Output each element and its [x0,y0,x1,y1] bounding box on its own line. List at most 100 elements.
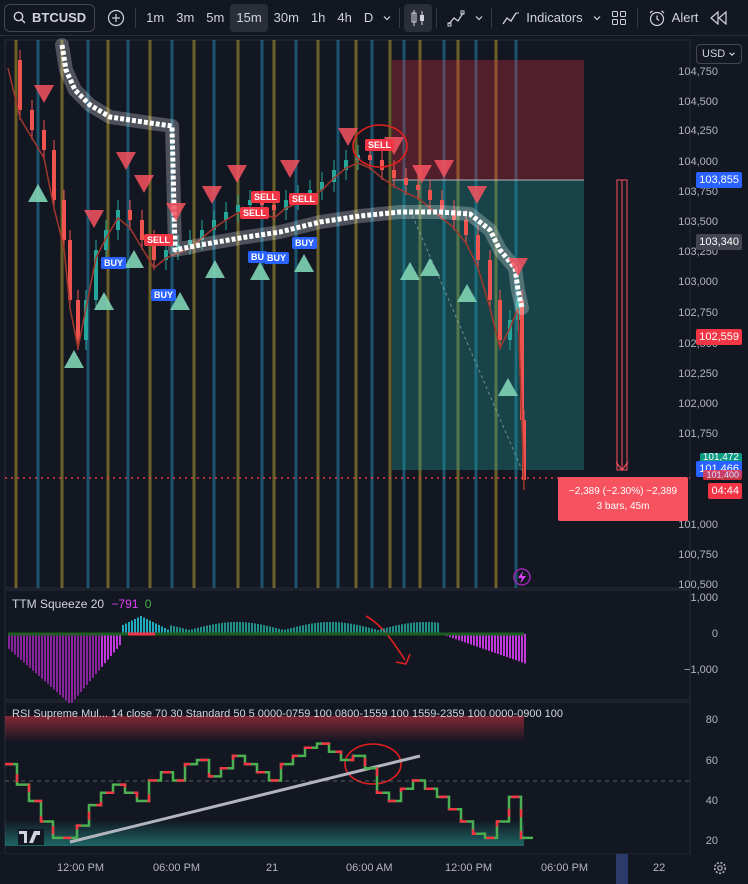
squeeze-bar [347,623,349,634]
squeeze-bar [50,634,52,687]
squeeze-bar [236,622,238,634]
candle-body [200,230,204,240]
squeeze-bar [434,622,436,634]
squeeze-bar [296,626,298,634]
squeeze-bar [329,622,331,634]
timeframe-4h[interactable]: 4h [337,10,352,25]
squeeze-bar [431,622,433,634]
squeeze-bar [257,623,259,634]
squeeze-bar [419,622,421,634]
squeeze-bar [194,628,196,634]
chevron-down-icon [729,52,735,56]
squeeze-bar [125,623,127,634]
rsi-title[interactable]: RSI Supreme Mul... 14 close 70 30 Standa… [12,708,564,720]
squeeze-bar [251,623,253,634]
squeeze-bar [176,626,178,634]
buy-triangle [400,262,420,280]
timeframe-15m[interactable]: 15m [230,3,268,32]
squeeze-bar [56,634,58,693]
squeeze-bar [230,622,232,634]
sell-triangle [280,160,300,178]
squeeze-bar [350,623,352,634]
timeframe-3m[interactable]: 3m [176,10,195,25]
squeeze-bar [398,624,400,634]
measure-arrowhead [615,461,629,471]
candle-body [62,200,66,240]
symbol-search-button[interactable]: BTCUSD [4,3,96,32]
timeframe-dropdown[interactable] [379,4,395,32]
squeeze-bar [449,634,451,638]
candle-body [18,60,22,110]
stop-zone [392,60,584,180]
timeframe-5m[interactable]: 5m [206,10,225,25]
drawing-tools-button[interactable] [441,4,471,32]
timeframe-30m[interactable]: 30m [273,10,299,25]
sell-signal-tag: SELL [251,191,281,203]
squeeze-bar [485,634,487,650]
price-tick: 101,000 [678,519,718,531]
layouts-button[interactable] [605,4,633,32]
candle-body [498,300,502,340]
squeeze-bar [404,623,406,634]
squeeze-bar [482,634,484,649]
timeframe-1d[interactable]: D [363,10,374,25]
candle-body [284,200,288,210]
squeeze-bar [467,634,469,644]
timeframe-1h[interactable]: 1h [310,10,326,25]
squeeze-bar [302,625,304,634]
indicators-button[interactable]: Indicators [496,4,588,32]
buy-triangle [294,254,314,272]
sell-signal-tag: SELL [289,193,319,205]
time-tick: 12:00 PM [57,862,105,874]
chevron-down-icon [383,15,391,20]
squeeze-title[interactable]: TTM Squeeze 20 −791 0 [12,597,151,611]
squeeze-bar [11,634,13,652]
trend-tool-icon [447,10,465,26]
sell-triangle [227,165,247,183]
squeeze-bar [476,634,478,647]
squeeze-bar [158,625,160,634]
squeeze-bar [338,622,340,634]
squeeze-bar [35,634,37,674]
lightning-icon[interactable] [513,568,531,586]
squeeze-bar [491,634,493,652]
chart-settings-button[interactable] [713,861,727,878]
candle-body [332,170,336,182]
timeframe-1m[interactable]: 1m [146,10,165,25]
squeeze-bar [116,634,118,649]
squeeze-bar [68,634,70,703]
price-tick: 103,000 [678,276,718,288]
squeeze-bar [521,634,523,663]
squeeze-bar [134,619,136,634]
candle-body [188,240,192,245]
squeeze-bar [98,634,100,671]
trend-dotted-line [59,44,525,309]
candles-style-button[interactable] [404,3,433,32]
drawing-tools-dropdown[interactable] [471,4,487,32]
squeeze-bar [470,634,472,645]
candle-body [520,300,524,420]
alert-button[interactable]: Alert [642,4,705,32]
squeeze-bar [80,634,82,692]
rewind-icon [710,10,727,25]
replay-button[interactable] [704,4,734,32]
buy-signal-tag: BUY [292,237,318,249]
compare-symbol-button[interactable] [101,4,131,32]
currency-label: USD [702,48,726,60]
green-price-label: 101,472 [699,453,742,463]
squeeze-bar [191,629,193,634]
squeeze-bar [320,622,322,634]
squeeze-bar [185,629,187,634]
squeeze-bar [173,626,175,634]
squeeze-bar [83,634,85,689]
buy-triangle [94,292,114,310]
squeeze-bar [245,622,247,634]
currency-dropdown[interactable]: USD [696,44,742,64]
sell-triangle [412,165,432,183]
indicators-dropdown[interactable] [589,4,605,32]
candle-body [428,190,432,200]
sell-triangle [467,186,487,204]
squeeze-bar [335,622,337,634]
squeeze-bar [494,634,496,653]
